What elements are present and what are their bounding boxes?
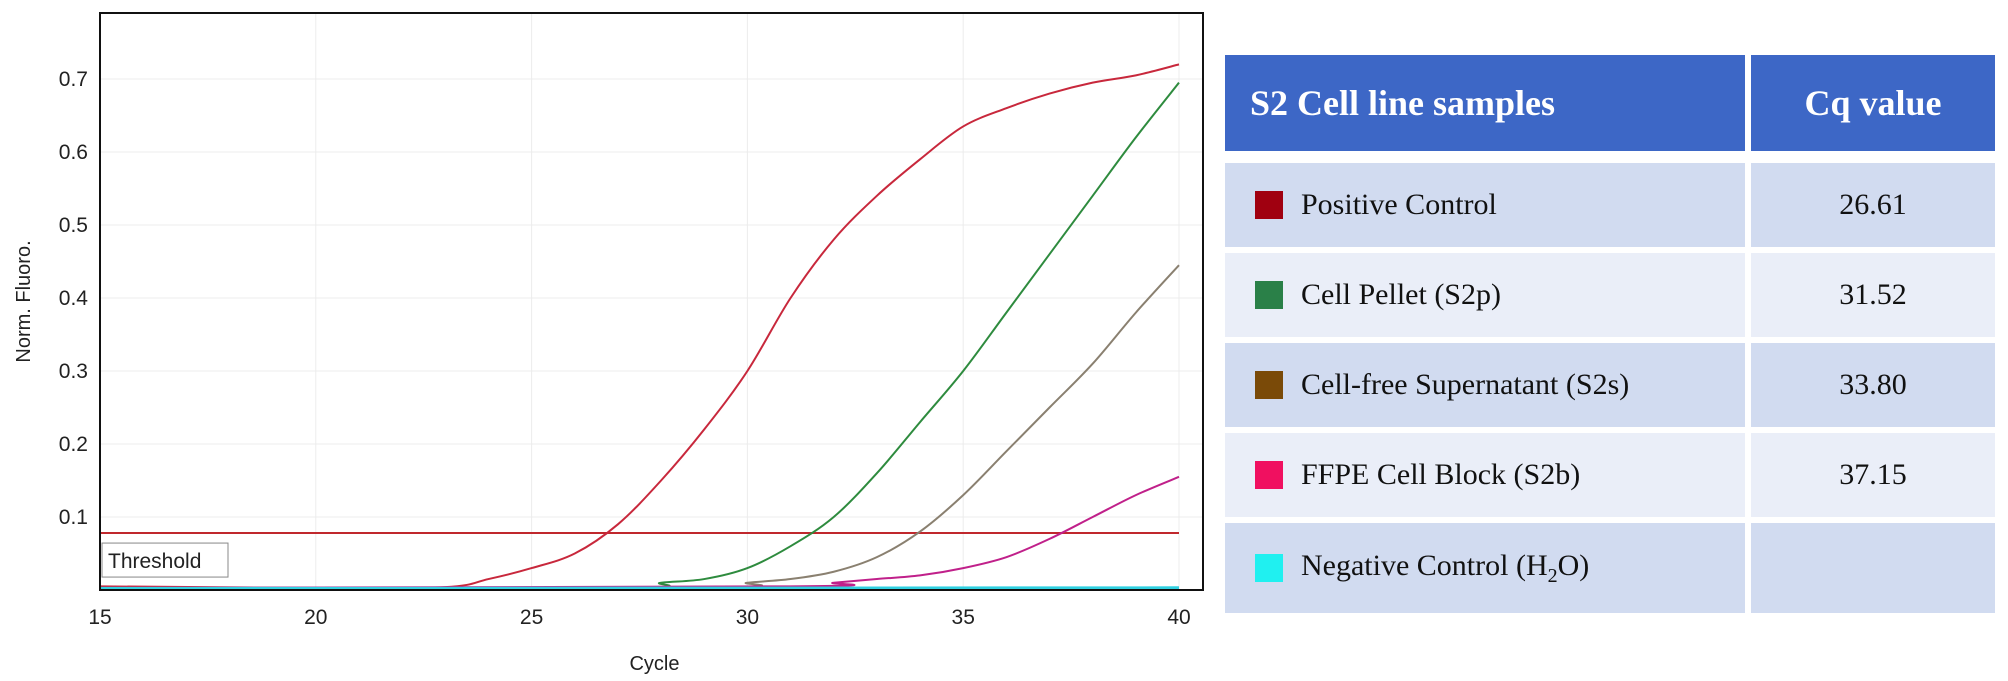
sample-label: FFPE Cell Block (S2b) [1301,458,1581,491]
y-tick-label: 0.7 [59,68,88,91]
sample-label: Positive Control [1301,188,1497,221]
x-tick-label: 20 [304,606,327,629]
table-row: Negative Control (H2O) [1225,523,1995,613]
x-tick-label: 35 [952,606,975,629]
cq-table: S2 Cell line samples Cq value Positive C… [1225,55,1995,619]
cq-value [1751,523,1995,613]
x-tick-label: 15 [88,606,111,629]
y-tick-label: 0.2 [59,433,88,456]
table-row: FFPE Cell Block (S2b) 37.15 [1225,433,1995,517]
sample-label: Cell-free Supernatant (S2s) [1301,368,1630,401]
sample-label: Negative Control (H2O) [1301,548,1590,587]
x-tick-label: 30 [736,606,759,629]
y-tick-label: 0.5 [59,214,88,237]
plot-frame [99,12,1204,591]
header-cq: Cq value [1751,55,1995,151]
y-tick-label: 0.3 [59,360,88,383]
cq-value: 26.61 [1751,163,1995,247]
y-tick-label: 0.1 [59,506,88,529]
table-header: S2 Cell line samples Cq value [1225,55,1995,151]
amplification-chart: 15 20 25 30 35 40 0.1 0.2 0.3 0.4 0.5 0.6 0.7 Thresho… [13,12,1204,675]
x-tick-label: 25 [520,606,543,629]
header-samples: S2 Cell line samples [1225,55,1745,151]
y-tick-label: 0.6 [59,141,88,164]
cq-value: 31.52 [1751,253,1995,337]
table-row: Positive Control 26.61 [1225,163,1995,247]
cq-value: 37.15 [1751,433,1995,517]
sample-label: Cell Pellet (S2p) [1301,278,1501,311]
color-swatch [1255,281,1283,309]
color-swatch [1255,191,1283,219]
threshold-label: Threshold [108,550,201,573]
threshold-label-box [101,542,229,578]
y-tick-label: 0.4 [59,287,89,310]
color-swatch [1255,461,1283,489]
series-line-3 [99,264,1180,589]
series-line-5 [99,586,1180,591]
table-row: Cell-free Supernatant (S2s) 33.80 [1225,343,1995,427]
cq-value: 33.80 [1751,343,1995,427]
x-axis-label: Cycle [629,653,679,675]
color-swatch [1255,554,1283,582]
series-line-1 [99,63,1180,590]
series-line-2 [99,82,1180,590]
y-axis-label: Norm. Fluoro. [13,240,35,362]
color-swatch [1255,371,1283,399]
table-row: Cell Pellet (S2p) 31.52 [1225,253,1995,337]
x-tick-label: 40 [1167,606,1190,629]
